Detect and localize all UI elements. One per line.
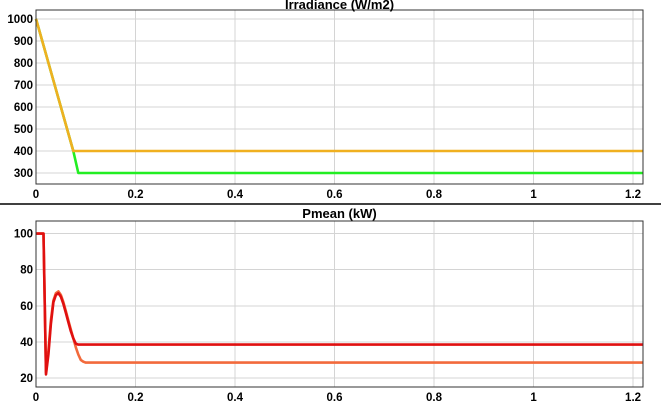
panel1-ytick-label: 900 bbox=[14, 36, 33, 48]
panel2-ytick-label: 100 bbox=[14, 229, 33, 241]
panel1-ytick-label: 600 bbox=[14, 102, 33, 114]
panel1-ytick-label: 800 bbox=[14, 58, 33, 70]
panel2-plot-area bbox=[35, 220, 644, 388]
panel1-xtick-label: 0.2 bbox=[128, 189, 144, 201]
panel1-ytick-label: 1000 bbox=[7, 14, 33, 26]
panel1-ytick-label: 500 bbox=[14, 124, 33, 136]
panel1-xtick-label: 0.4 bbox=[227, 189, 244, 201]
panel1-xtick-label: 0.6 bbox=[327, 189, 343, 201]
panel2-xtick-label: 0.6 bbox=[327, 392, 343, 401]
panel1-title: Irradiance (W/m2) bbox=[285, 0, 394, 12]
panel1-ytick-label: 300 bbox=[14, 168, 33, 180]
panel2-ytick-label: 20 bbox=[20, 373, 33, 385]
panel2-xtick-label: 0 bbox=[33, 392, 39, 401]
panel2-ytick-label: 40 bbox=[20, 337, 33, 349]
panel1-xtick-label: 1 bbox=[530, 189, 537, 201]
panel1-xtick-label: 1.2 bbox=[625, 189, 641, 201]
panel1-plot-area bbox=[35, 9, 644, 185]
panel2-xtick-label: 0.4 bbox=[227, 392, 244, 401]
panel2-title: Pmean (kW) bbox=[302, 206, 376, 221]
panel2-xtick-label: 1.2 bbox=[625, 392, 641, 401]
panel1-ytick-label: 700 bbox=[14, 80, 33, 92]
panel2-chart: 0 0.2 0.4 0.6 0.8 1 1.2 20 40 60 80 100 Pmean (kW) bbox=[14, 206, 644, 401]
panel1-series-2 bbox=[34, 18, 643, 153]
panel1-ytick-label: 400 bbox=[14, 146, 33, 158]
panel1-chart: 0 0.2 0.4 0.6 0.8 1 1.2 300 400 500 600 700 800 900 10… bbox=[7, 0, 644, 201]
panel1-xtick-label: 0.8 bbox=[426, 189, 443, 201]
panel2-xtick-label: 0.2 bbox=[128, 392, 144, 401]
panel2-ytick-label: 60 bbox=[20, 301, 33, 313]
panel2-series-2 bbox=[36, 232, 643, 376]
panel2-frame bbox=[35, 220, 644, 388]
panel2-xtick-label: 0.8 bbox=[426, 392, 443, 401]
panel2-ytick-label: 80 bbox=[20, 265, 33, 277]
panel2-xtick-label: 1 bbox=[530, 392, 537, 401]
panel1-frame bbox=[35, 9, 644, 185]
panel1-xtick-label: 0 bbox=[33, 189, 39, 201]
